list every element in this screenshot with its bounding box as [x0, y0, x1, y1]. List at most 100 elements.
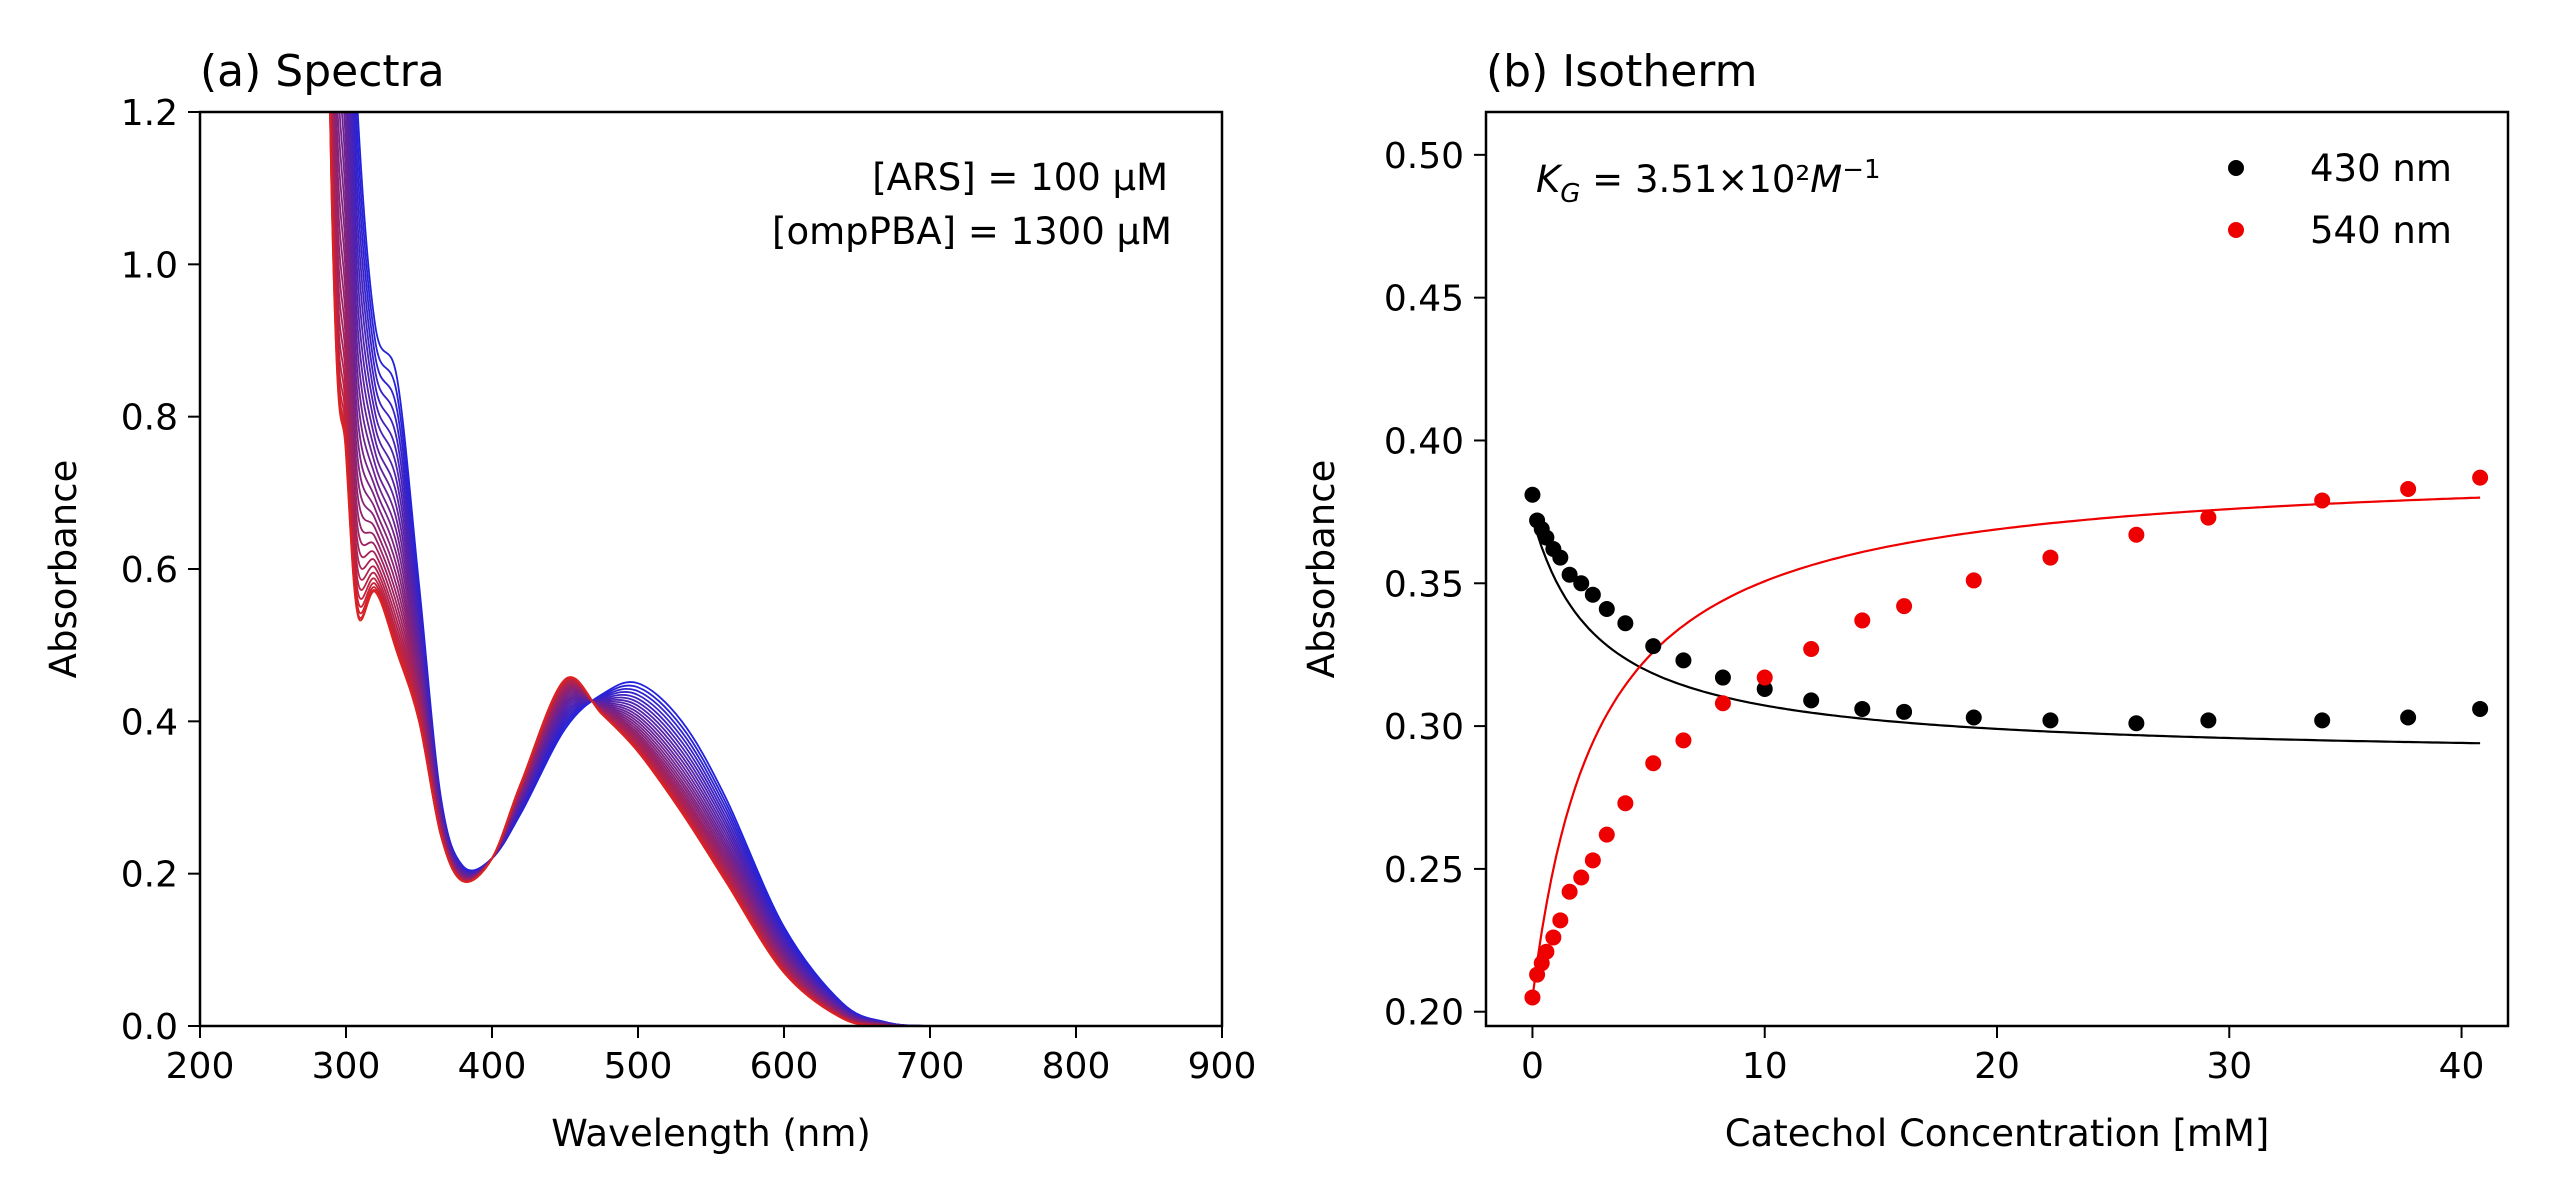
isotherm-x-axis-label: Catechol Concentration [mM]: [1725, 1112, 2270, 1155]
data-point-540: [2200, 509, 2217, 526]
spectrum-line: [329, 112, 1222, 1026]
isotherm-x-tick-label: 40: [2439, 1046, 2485, 1087]
data-point-430: [2472, 700, 2489, 717]
data-point-430: [1617, 615, 1634, 632]
data-point-540: [1524, 989, 1541, 1006]
spectra-y-tick-label: 1.0: [121, 245, 178, 286]
data-point-540: [1545, 929, 1562, 946]
data-point-540: [1965, 572, 1982, 589]
spectrum-line: [336, 112, 1222, 1026]
spectra-x-tick-label: 900: [1188, 1046, 1257, 1087]
data-point-430: [2314, 712, 2331, 729]
spectrum-line: [331, 112, 1222, 1026]
data-point-430: [2400, 709, 2417, 726]
spectra-x-tick-label: 800: [1042, 1046, 1111, 1087]
spectrum-line: [347, 112, 1222, 1026]
spectra-x-tick-label: 600: [750, 1046, 819, 1087]
data-point-540: [1854, 612, 1871, 629]
spectra-x-tick-label: 500: [604, 1046, 673, 1087]
spectrum-line: [335, 112, 1222, 1026]
legend-label-430: 430 nm: [2310, 147, 2452, 190]
data-point-540: [2128, 526, 2145, 543]
spectra-x-tick-label: 300: [312, 1046, 381, 1087]
data-point-540: [1675, 732, 1692, 749]
data-point-430: [2128, 715, 2145, 732]
spectrum-line: [329, 112, 1222, 1026]
spectra-y-tick-label: 0.6: [121, 550, 178, 591]
isotherm-y-tick-label: 0.30: [1384, 707, 1464, 748]
isotherm-legend: 430 nm 540 nm: [2228, 147, 2452, 252]
k-value: = 3.51×10²: [1580, 158, 1810, 201]
legend-marker-540: [2228, 222, 2244, 238]
spectrum-line: [329, 112, 1222, 1026]
isotherm-y-axis-label: Absorbance: [1300, 460, 1343, 679]
spectra-y-tick-label: 0.0: [121, 1007, 178, 1048]
data-point-540: [1561, 883, 1578, 900]
fit-curve-430: [1531, 517, 2481, 745]
data-point-540: [1756, 669, 1773, 686]
data-point-540: [1714, 695, 1731, 712]
spectrum-line: [348, 112, 1222, 1026]
isotherm-fit-curves: [1531, 496, 2481, 998]
isotherm-x-tick-label: 30: [2206, 1046, 2252, 1087]
data-point-540: [1803, 640, 1820, 657]
isotherm-y-tick-label: 0.40: [1384, 421, 1464, 462]
spectrum-line: [343, 112, 1222, 1026]
data-point-540: [1617, 795, 1634, 812]
data-point-430: [1584, 586, 1601, 603]
spectrum-line: [340, 112, 1222, 1026]
data-point-540: [2042, 549, 2059, 566]
data-point-430: [1552, 549, 1569, 566]
spectrum-line: [352, 112, 1222, 1026]
spectrum-line: [328, 112, 1222, 1026]
spectra-y-tick-label: 0.4: [121, 702, 178, 743]
data-point-430: [2042, 712, 2059, 729]
data-point-540: [2314, 492, 2331, 509]
spectrum-line: [353, 112, 1222, 1026]
data-point-430: [1675, 652, 1692, 669]
spectra-x-tick-label: 200: [166, 1046, 235, 1087]
spectra-y-tick-label: 0.2: [121, 855, 178, 896]
isotherm-y-ticks: 0.20 0.25 0.30 0.35 0.40 0.45 0.50: [1384, 136, 1486, 1034]
unit-m: M: [1810, 158, 1842, 201]
spectrum-line: [350, 112, 1222, 1026]
ars-concentration-annotation: [ARS] = 100 μM: [872, 156, 1168, 199]
data-point-430: [1645, 638, 1662, 655]
spectra-y-tick-label: 1.2: [121, 93, 178, 134]
data-point-540: [2472, 469, 2489, 486]
data-point-430: [1598, 600, 1615, 617]
data-point-430: [1756, 680, 1773, 697]
data-point-540: [1538, 943, 1555, 960]
spectrum-line: [329, 112, 1222, 1026]
legend-marker-430: [2228, 160, 2244, 176]
isotherm-y-tick-label: 0.45: [1384, 279, 1464, 320]
data-point-540: [2400, 481, 2417, 498]
k-subscript: G: [1560, 179, 1580, 209]
data-point-430: [1965, 709, 1982, 726]
data-point-540: [1573, 869, 1590, 886]
data-point-430: [1524, 486, 1541, 503]
data-point-540: [1896, 598, 1913, 615]
isotherm-points: [1524, 469, 2489, 1006]
k-symbol: K: [1536, 158, 1563, 201]
spectrum-line: [330, 112, 1222, 1026]
isotherm-x-tick-label: 0: [1521, 1046, 1544, 1087]
spectra-x-axis-label: Wavelength (nm): [551, 1112, 871, 1155]
spectrum-line: [334, 112, 1222, 1026]
spectra-x-tick-label: 700: [896, 1046, 965, 1087]
spectrum-line: [332, 112, 1222, 1026]
spectrum-line: [331, 112, 1222, 1026]
data-point-430: [1896, 703, 1913, 720]
spectrum-line: [351, 112, 1222, 1026]
data-point-540: [1598, 826, 1615, 843]
spectrum-line: [328, 112, 1222, 1026]
isotherm-title: (b) Isotherm: [1486, 46, 1757, 97]
spectra-y-axis-label: Absorbance: [42, 460, 85, 679]
spectra-x-ticks: 200 300 400 500 600 700 800 900: [166, 1026, 1257, 1087]
isotherm-y-tick-label: 0.35: [1384, 564, 1464, 605]
unit-exponent: −1: [1842, 155, 1880, 185]
data-point-430: [1573, 575, 1590, 592]
spectra-y-tick-label: 0.8: [121, 398, 178, 439]
spectra-x-tick-label: 400: [458, 1046, 527, 1087]
